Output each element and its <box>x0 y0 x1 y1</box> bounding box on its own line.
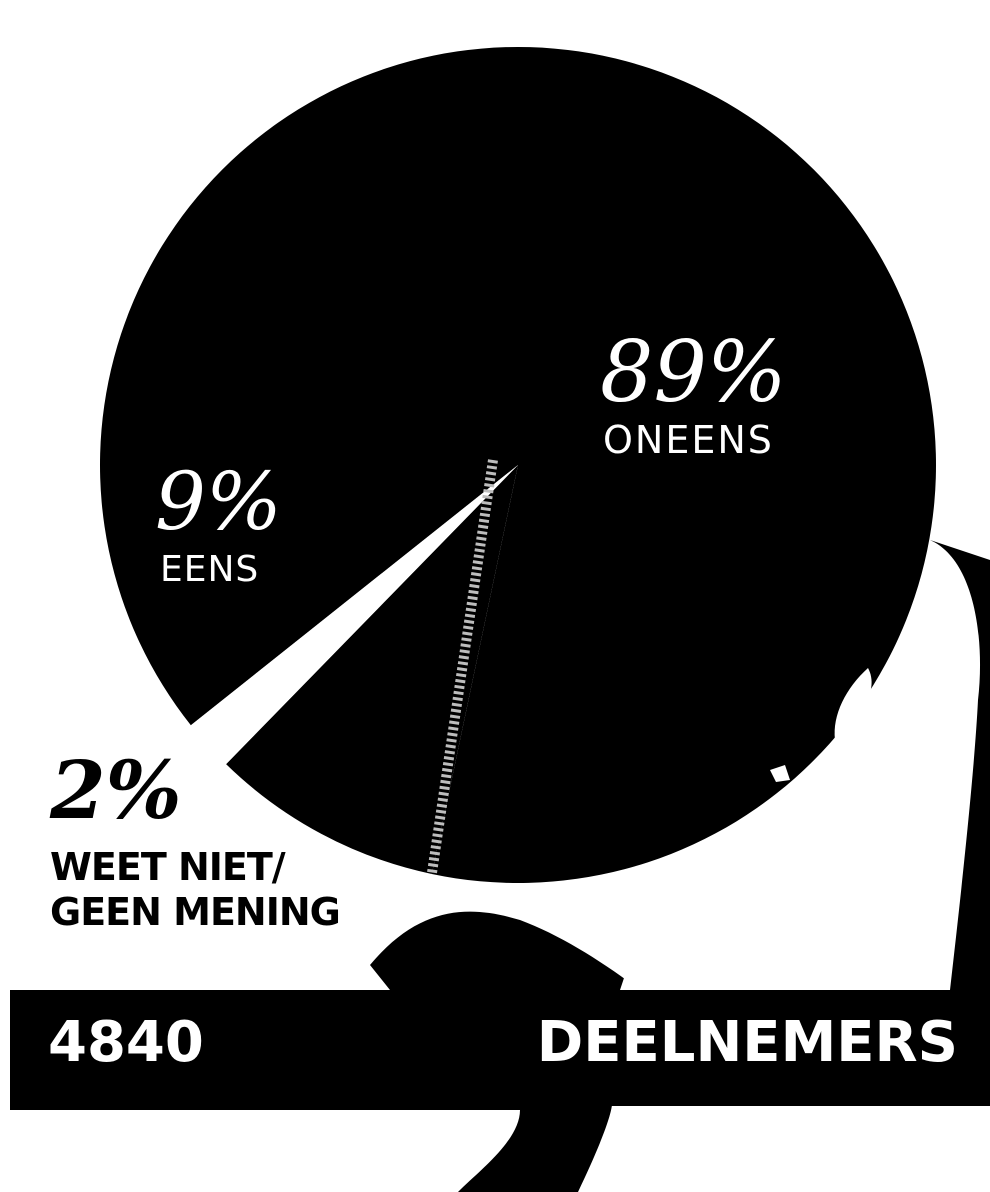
slice-label-weet-niet: WEET NIET/ GEEN MENING <box>50 845 341 934</box>
figure-detail <box>620 963 740 990</box>
pie-slice-2 <box>190 465 518 765</box>
figure-detail <box>770 765 790 782</box>
pie-slices <box>99 46 937 884</box>
slice-label-eens: EENS <box>160 549 260 590</box>
slice-divider <box>426 459 498 875</box>
participants-label: DEELNEMERS <box>536 1010 958 1075</box>
figure-highlight <box>834 668 872 740</box>
pie-slice-1 <box>226 465 518 875</box>
slice-percent-weet-niet: 2% <box>50 743 182 837</box>
slice-percent-oneens: 89% <box>600 323 787 421</box>
participants-count: 4840 <box>48 1010 204 1075</box>
slice-percent-eens: 9% <box>155 455 282 548</box>
slice-label-oneens: ONEENS <box>603 418 774 462</box>
participants-bar <box>18 992 990 1106</box>
